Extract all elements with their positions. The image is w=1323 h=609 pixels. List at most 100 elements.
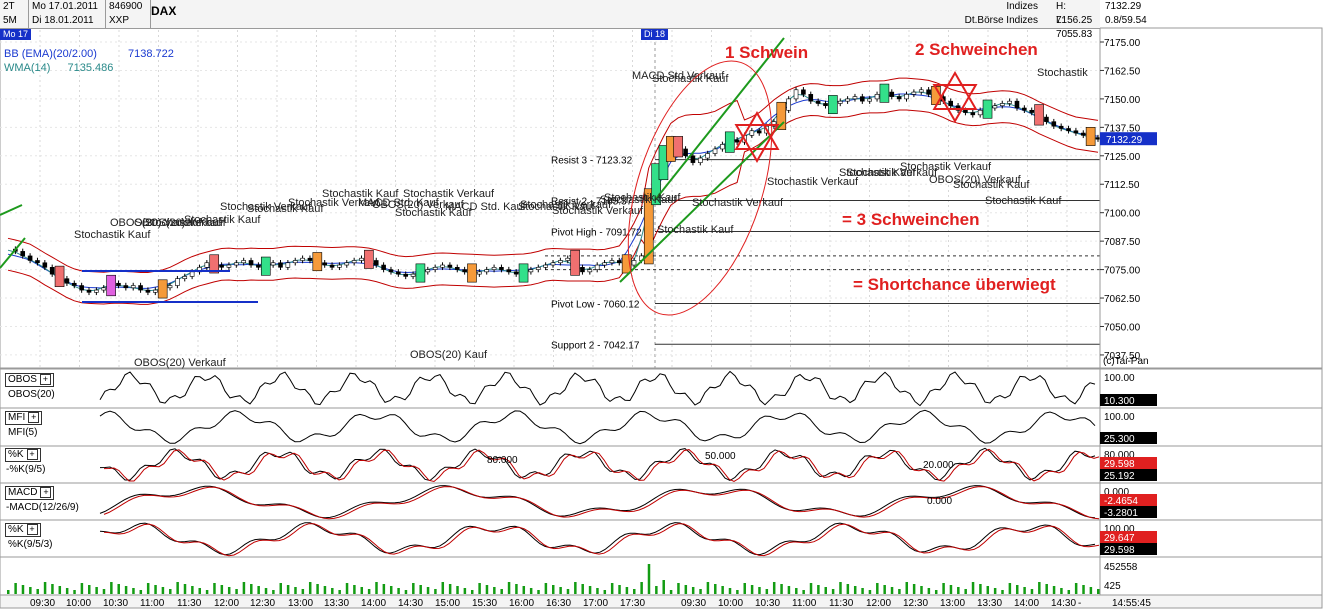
volume-bar xyxy=(721,586,724,594)
pane-value-badge xyxy=(1100,543,1157,555)
pane-tick-label: 100.00 xyxy=(1104,524,1135,535)
candle-body xyxy=(241,260,246,264)
candle-body xyxy=(793,89,799,100)
pane-value-label: 25.300 xyxy=(1104,434,1135,445)
volume-bar xyxy=(846,584,850,594)
pane-title-obos[interactable]: OBOS + xyxy=(5,373,54,387)
volume-bar xyxy=(485,585,489,594)
bb-upper xyxy=(7,77,1099,273)
candle-body xyxy=(49,267,55,275)
candle-body xyxy=(837,100,843,104)
candle-body xyxy=(558,260,563,264)
candle-body xyxy=(94,289,99,293)
last-price-badge xyxy=(1100,132,1157,146)
wma-value: 7135.486 xyxy=(67,62,114,74)
pane-sub-mfi: MFI(5) xyxy=(8,427,38,438)
volume-bar xyxy=(1023,587,1026,594)
volume-bar xyxy=(235,589,238,594)
expand-icon[interactable]: + xyxy=(39,374,51,385)
volume-bar xyxy=(434,589,437,594)
pane-title-stoch[interactable]: %K + xyxy=(5,448,41,462)
volume-bar xyxy=(691,587,695,594)
candle-body xyxy=(786,98,791,111)
candle-body xyxy=(101,287,107,291)
candle-body xyxy=(1051,121,1057,127)
signal-label: Stochastik Kauf xyxy=(985,195,1062,207)
volume-bar xyxy=(633,589,636,594)
pane-value-badge xyxy=(1100,506,1157,518)
expand-icon[interactable]: + xyxy=(40,487,52,498)
expand-icon[interactable]: + xyxy=(28,412,40,423)
volume-bar xyxy=(250,584,253,594)
signal-label: MACD Std. Kauf xyxy=(445,201,527,213)
sub-pane-axis xyxy=(1099,368,1323,409)
pane-value-badge xyxy=(1100,457,1157,469)
volume-bar xyxy=(868,590,872,594)
candle-body xyxy=(292,260,298,264)
volume-bar xyxy=(146,583,150,594)
volume-bar xyxy=(795,588,798,594)
pane-title-mfi[interactable]: MFI + xyxy=(5,411,43,425)
time-axis: 09:30 10:00 10:30 11:00 11:30 12:00 12:30 13:00… xyxy=(0,594,1323,609)
candle-body xyxy=(167,285,173,289)
volume-bar xyxy=(213,583,216,594)
price-axis: 7175.00 7162.50 7150.00 7137.50 7125.00 7112.… xyxy=(1099,27,1323,369)
candle-body xyxy=(396,271,401,275)
annotations: 1 Schwein 2 Schweinchen = 3 Schweinchen = S… xyxy=(627,40,1056,316)
signal-label: Stochastik Kauf xyxy=(600,194,677,206)
volume-bar xyxy=(493,587,496,594)
candle-body xyxy=(823,103,828,107)
expand-icon[interactable]: + xyxy=(26,524,38,535)
volume-bar xyxy=(706,582,710,594)
volume-bar xyxy=(566,589,570,594)
signal-label: OBOS(20) Verkauf xyxy=(110,217,203,229)
pane-sub-stoch2: %K(9/5/3) xyxy=(8,539,53,550)
sub-pane xyxy=(0,519,1101,558)
pane-value-badge xyxy=(1100,494,1157,506)
time-tick-label: 14:00 xyxy=(1014,598,1039,609)
expand-icon[interactable]: + xyxy=(26,449,38,460)
signal-label: Stochastik xyxy=(1037,67,1088,79)
price-summary: 7132.29 0.8/59.54 xyxy=(1100,0,1323,28)
volume-bar xyxy=(588,586,592,594)
y-tick-label: 7137.50 xyxy=(1104,123,1141,134)
candle-body xyxy=(312,252,323,272)
level-label: Support 2 - 7042.17 xyxy=(551,340,640,351)
candle-body xyxy=(278,262,283,268)
candle-body xyxy=(518,263,529,283)
pane-value-label: 25.192 xyxy=(1104,471,1135,482)
signal-label: Stochastik Verkauf xyxy=(220,201,312,213)
candle-body xyxy=(860,96,865,102)
candle-body xyxy=(904,94,909,100)
pane-title-macd[interactable]: MACD + xyxy=(5,486,55,500)
volume-bar xyxy=(861,588,864,594)
timeframe-1[interactable]: 2T xyxy=(0,0,29,14)
indicator-line xyxy=(99,485,1096,519)
volume-bar xyxy=(890,587,894,594)
volume-bar xyxy=(353,585,356,594)
pane-level-label: 20.000 xyxy=(923,460,954,471)
volume-bar xyxy=(610,583,614,594)
candle-body xyxy=(852,96,858,100)
volume-bar xyxy=(242,582,246,594)
pane-title-stoch2[interactable]: %K + xyxy=(5,523,41,537)
volume-bar xyxy=(345,583,349,594)
candle-body xyxy=(673,136,684,158)
time-tick-label: 11:00 xyxy=(140,598,165,609)
candle-body xyxy=(20,251,26,257)
y-tick-label: 7087.50 xyxy=(1104,237,1141,248)
candle-body xyxy=(690,155,696,163)
signal-label: OBOS(20) Verkauf xyxy=(372,199,465,211)
signal-label: OBOS(20) Verkauf xyxy=(134,217,227,229)
level-label: Resist 3 - 7123.32 xyxy=(551,156,633,167)
time-tick-label: 11:30 xyxy=(829,598,854,609)
candle-body xyxy=(683,148,688,157)
volume-bar xyxy=(736,590,739,594)
candle-body xyxy=(79,285,84,291)
volume-bar xyxy=(772,582,776,594)
candle-body xyxy=(697,157,703,163)
y-tick-label: 7162.50 xyxy=(1104,66,1141,77)
timeframe-2[interactable]: 5M xyxy=(0,14,29,28)
candle-body xyxy=(926,89,931,95)
volume-bar xyxy=(14,583,17,594)
